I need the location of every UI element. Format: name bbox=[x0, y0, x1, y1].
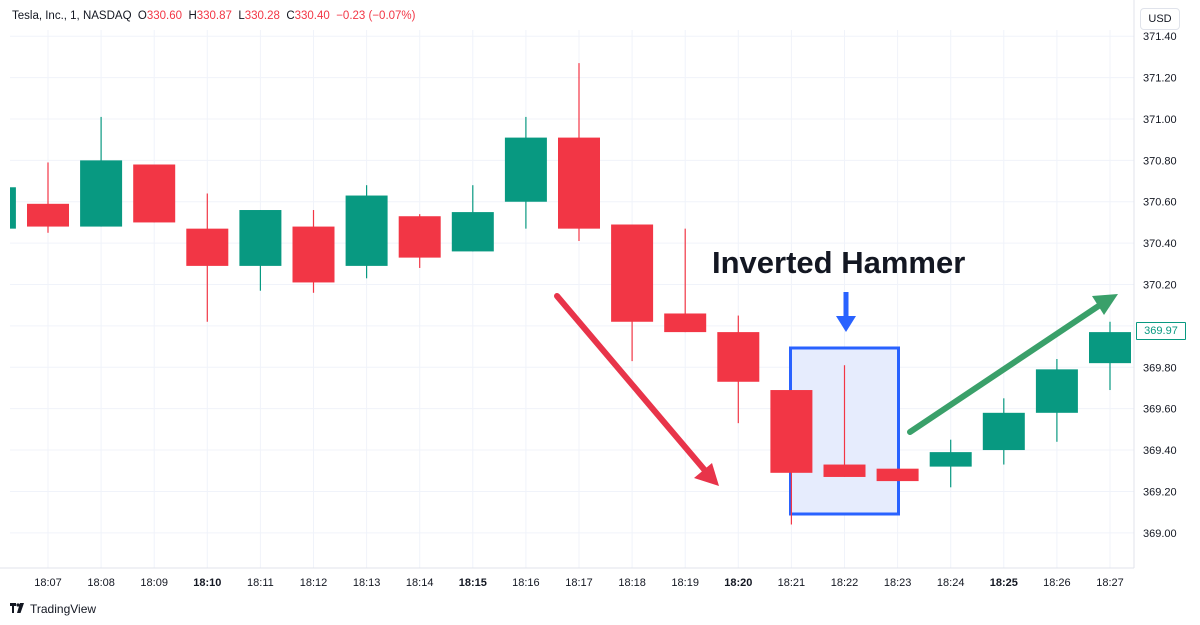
price-tick-label: 371.20 bbox=[1143, 73, 1177, 85]
high-label: H bbox=[188, 10, 197, 22]
time-tick-label: 18:21 bbox=[778, 577, 806, 589]
last-price-badge: 369.97 bbox=[1136, 322, 1186, 340]
time-tick-label: 18:26 bbox=[1043, 577, 1071, 589]
currency-button[interactable]: USD bbox=[1140, 8, 1180, 30]
time-tick-label: 18:17 bbox=[565, 577, 593, 589]
price-tick-label: 370.20 bbox=[1143, 280, 1177, 292]
time-tick-label: 18:15 bbox=[459, 577, 487, 589]
time-tick-label: 18:19 bbox=[671, 577, 699, 589]
price-tick-label: 369.00 bbox=[1143, 528, 1177, 540]
close-value: 330.40 bbox=[294, 10, 330, 22]
time-tick-label: 18:09 bbox=[140, 577, 168, 589]
time-tick-label: 18:16 bbox=[512, 577, 540, 589]
candle-body bbox=[982, 412, 1025, 451]
candle-body bbox=[345, 195, 388, 266]
price-tick-label: 369.20 bbox=[1143, 486, 1177, 498]
tradingview-brand[interactable]: TradingView bbox=[10, 602, 96, 616]
candle-body bbox=[398, 216, 441, 258]
annotation-text: Inverted Hammer bbox=[712, 245, 966, 280]
time-tick-label: 18:11 bbox=[247, 577, 274, 589]
candle-body bbox=[929, 452, 972, 467]
time-tick-label: 18:24 bbox=[937, 577, 965, 589]
tradingview-logo-icon bbox=[10, 602, 26, 616]
candle-body bbox=[664, 313, 707, 333]
price-tick-label: 369.40 bbox=[1143, 445, 1177, 457]
change-value: −0.23 (−0.07%) bbox=[336, 10, 416, 22]
uptrend-arrow-head bbox=[1092, 294, 1118, 315]
close-label: C bbox=[286, 10, 295, 22]
candle-body bbox=[186, 228, 229, 266]
price-tick-label: 371.00 bbox=[1143, 114, 1177, 126]
low-value: 330.28 bbox=[244, 10, 280, 22]
candle-body bbox=[292, 226, 335, 283]
open-label: O bbox=[137, 10, 147, 22]
candle-body bbox=[10, 187, 16, 229]
time-tick-label: 18:22 bbox=[831, 577, 859, 589]
price-tick-label: 369.80 bbox=[1143, 362, 1177, 374]
candle-body bbox=[558, 137, 600, 229]
open-value: 330.60 bbox=[146, 10, 183, 22]
time-tick-label: 18:20 bbox=[724, 577, 752, 589]
candle-body bbox=[27, 203, 69, 227]
candle-body bbox=[80, 160, 123, 227]
candle-body bbox=[133, 164, 176, 223]
candle-body bbox=[823, 464, 866, 477]
time-tick-label: 18:08 bbox=[87, 577, 115, 589]
price-tick-label: 370.60 bbox=[1143, 197, 1177, 209]
candle-body bbox=[876, 468, 919, 482]
symbol-name: Tesla, Inc., 1, NASDAQ bbox=[12, 10, 132, 22]
time-tick-label: 18:27 bbox=[1096, 577, 1124, 589]
candle-body bbox=[451, 212, 494, 252]
high-value: 330.87 bbox=[196, 10, 232, 22]
low-label: L bbox=[238, 10, 245, 22]
pointer-arrow-head bbox=[836, 316, 856, 332]
time-tick-label: 18:18 bbox=[618, 577, 646, 589]
candle-body bbox=[770, 390, 813, 473]
candle-body bbox=[239, 210, 282, 266]
candle-body bbox=[717, 332, 760, 382]
symbol-legend: Tesla, Inc., 1, NASDAQ O330.60 H330.87 L… bbox=[12, 10, 415, 22]
time-tick-label: 18:14 bbox=[406, 577, 434, 589]
price-tick-label: 370.40 bbox=[1143, 238, 1177, 250]
candle-body bbox=[1089, 332, 1131, 364]
downtrend-arrow-shaft bbox=[554, 293, 711, 477]
downtrend-arrow-head bbox=[694, 463, 719, 486]
brand-name: TradingView bbox=[30, 602, 97, 616]
candle-body bbox=[504, 137, 547, 202]
candle-body bbox=[611, 224, 654, 322]
time-tick-label: 18:07 bbox=[34, 577, 62, 589]
uptrend-arrow-shaft bbox=[907, 302, 1103, 435]
time-tick-label: 18:10 bbox=[193, 577, 221, 589]
price-tick-label: 371.40 bbox=[1143, 31, 1177, 43]
time-tick-label: 18:13 bbox=[353, 577, 381, 589]
price-tick-label: 370.80 bbox=[1143, 155, 1177, 167]
price-tick-label: 369.60 bbox=[1143, 404, 1177, 416]
time-tick-label: 18:12 bbox=[300, 577, 328, 589]
time-tick-label: 18:23 bbox=[884, 577, 912, 589]
time-tick-label: 18:25 bbox=[990, 577, 1018, 589]
candle-body bbox=[1035, 369, 1078, 413]
